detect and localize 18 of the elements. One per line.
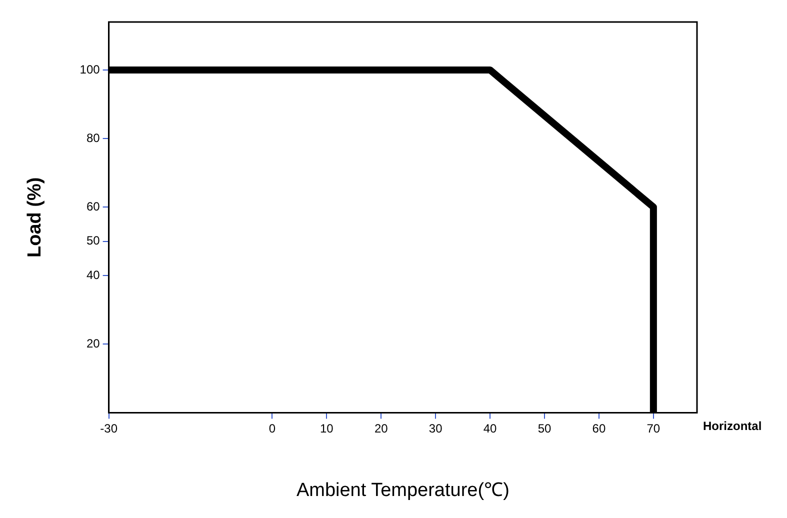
x-tick-label: 20 [374, 421, 388, 436]
y-tick-label: 20 [86, 336, 100, 351]
x-tick-label: -30 [100, 421, 118, 436]
y-tick-label: 100 [80, 62, 100, 76]
x-tick-label: 10 [320, 421, 334, 436]
y-axis-title: Load (%) [24, 177, 46, 258]
x-tick-label: 50 [538, 421, 552, 436]
x-tick-label: 70 [646, 421, 660, 436]
x-tick-label: 0 [268, 421, 276, 436]
y-tick-label: 50 [86, 234, 100, 248]
text: Horizontal [703, 419, 762, 434]
x-axis-title: Ambient Temperature(℃) [296, 480, 510, 501]
x-tick-label: 30 [428, 421, 443, 436]
y-tick-label: 80 [86, 130, 100, 145]
y-tick-label: 40 [86, 268, 100, 282]
x-tick-label: 40 [483, 421, 498, 436]
y-tick-label: 60 [86, 199, 100, 214]
x-tick-label: 60 [592, 421, 606, 436]
